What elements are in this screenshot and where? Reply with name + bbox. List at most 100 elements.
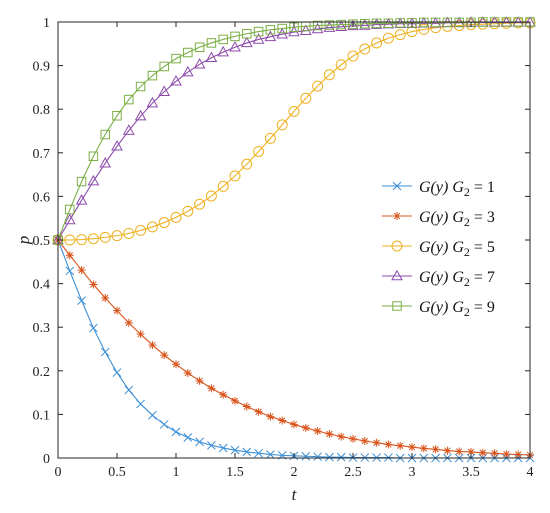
data-point xyxy=(195,376,204,385)
data-point xyxy=(112,110,122,121)
data-point xyxy=(172,360,180,369)
data-point xyxy=(371,37,383,49)
legend-item: G(y) G2 = 3 xyxy=(382,209,495,229)
data-point xyxy=(276,27,289,39)
data-point xyxy=(170,211,182,223)
data-point xyxy=(218,443,228,453)
data-point xyxy=(312,80,324,92)
data-point xyxy=(277,23,287,34)
data-point xyxy=(514,450,523,459)
data-point xyxy=(394,29,406,41)
data-point xyxy=(207,384,216,393)
data-point xyxy=(419,444,428,453)
data-point xyxy=(171,53,181,64)
data-point xyxy=(335,20,348,32)
data-point xyxy=(134,109,147,121)
data-point xyxy=(194,42,205,53)
data-point xyxy=(229,41,241,52)
data-point xyxy=(391,240,403,252)
data-point xyxy=(500,17,512,29)
data-point xyxy=(348,19,358,29)
data-point xyxy=(455,447,464,456)
data-point xyxy=(266,412,275,421)
data-point xyxy=(465,19,477,31)
data-point xyxy=(88,151,99,162)
data-point xyxy=(489,18,501,30)
y-tick-label: 0.2 xyxy=(33,365,51,380)
data-point xyxy=(359,43,371,55)
data-point xyxy=(253,26,264,37)
data-point xyxy=(349,434,357,443)
data-point xyxy=(205,190,217,202)
data-point xyxy=(183,47,193,58)
data-point xyxy=(392,301,402,311)
x-tick-label: 0.5 xyxy=(108,465,126,480)
data-point xyxy=(431,445,440,454)
data-point xyxy=(490,449,499,458)
data-point xyxy=(111,230,123,242)
data-point xyxy=(124,318,133,327)
data-point xyxy=(136,399,145,409)
data-point xyxy=(160,351,169,360)
data-point xyxy=(252,33,265,44)
data-point xyxy=(502,450,511,459)
data-point xyxy=(408,443,416,452)
data-point xyxy=(372,438,381,447)
data-point xyxy=(136,330,145,339)
data-point xyxy=(393,212,401,220)
data-point xyxy=(358,19,371,30)
x-tick-label: 2.5 xyxy=(344,465,362,480)
data-point xyxy=(219,390,228,399)
y-tick-label: 0.1 xyxy=(33,408,51,423)
data-point xyxy=(122,124,135,135)
legend: G(y) G2 = 1 G(y) G2 = 3 G(y) G2 = 5 G(y) G2… xyxy=(382,179,495,319)
legend-item: G(y) G2 = 1 xyxy=(382,179,495,199)
data-point xyxy=(241,158,253,170)
data-point xyxy=(76,234,88,246)
data-point xyxy=(242,447,252,457)
x-tick-label: 0 xyxy=(55,465,62,480)
data-point xyxy=(253,145,265,157)
data-point xyxy=(135,81,146,92)
data-point xyxy=(195,437,204,447)
data-point xyxy=(183,433,193,442)
data-point xyxy=(100,129,110,140)
data-point xyxy=(325,452,334,462)
data-point xyxy=(467,447,475,456)
data-point xyxy=(206,38,217,48)
data-point xyxy=(264,30,277,42)
data-point xyxy=(100,347,110,357)
data-point xyxy=(323,21,336,32)
y-tick-label: 0.4 xyxy=(33,278,51,293)
axes: 0 0.5 1 1.5 2 2.5 3 3.5 4 0 0.1 0.2 0.3 0.4 0.5 0.6 0.7 0… xyxy=(33,16,534,480)
data-point xyxy=(123,227,135,239)
data-point xyxy=(229,170,241,182)
y-tick-label: 0.6 xyxy=(33,190,51,205)
data-point xyxy=(182,205,194,217)
data-point xyxy=(147,70,158,81)
data-point xyxy=(242,29,252,39)
data-point xyxy=(230,31,240,42)
data-point xyxy=(242,402,251,411)
data-point xyxy=(231,396,239,405)
data-point xyxy=(112,368,122,377)
data-point xyxy=(75,194,88,205)
data-point xyxy=(265,25,276,35)
data-point xyxy=(478,448,487,457)
data-point xyxy=(347,19,359,31)
x-tick-label: 4 xyxy=(527,465,534,480)
y-tick-label: 0.8 xyxy=(33,103,51,118)
data-point xyxy=(217,180,229,192)
data-point xyxy=(384,440,393,449)
data-point xyxy=(181,65,194,77)
x-tick-label: 3.5 xyxy=(462,465,480,480)
data-point xyxy=(218,34,228,45)
data-point xyxy=(335,59,347,71)
data-point xyxy=(311,22,324,34)
data-point xyxy=(87,174,100,186)
y-tick-label: 0.7 xyxy=(33,147,51,162)
data-point xyxy=(240,36,253,48)
data-point xyxy=(65,204,75,215)
data-point xyxy=(382,32,394,44)
